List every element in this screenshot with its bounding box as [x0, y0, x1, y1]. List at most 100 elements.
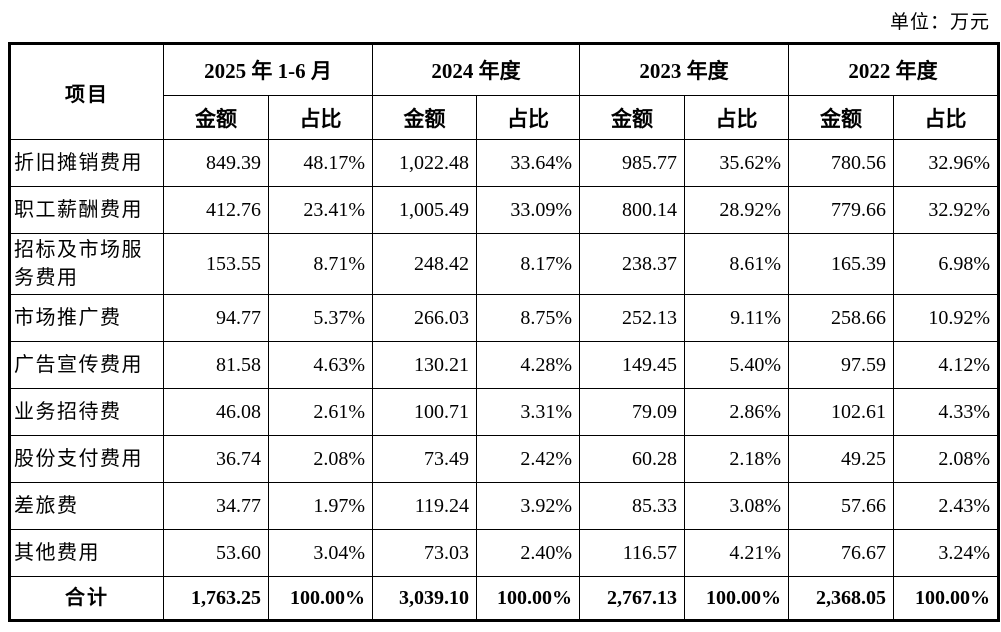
cell-amount: 248.42: [372, 233, 477, 295]
cell-amount: 153.55: [163, 233, 269, 295]
cell-ratio: 4.33%: [893, 388, 999, 436]
cell-ratio: 100.00%: [268, 576, 373, 621]
cell-amount: 985.77: [579, 139, 685, 187]
cell-amount: 94.77: [163, 294, 269, 342]
header-ratio: 占比: [893, 95, 999, 140]
cell-ratio: 2.86%: [684, 388, 789, 436]
cell-ratio: 2.08%: [268, 435, 373, 483]
cell-amount: 3,039.10: [372, 576, 477, 621]
cell-ratio: 33.09%: [476, 186, 580, 234]
row-label: 职工薪酬费用: [9, 186, 164, 234]
cell-ratio: 3.24%: [893, 529, 999, 577]
cell-amount: 849.39: [163, 139, 269, 187]
cell-ratio: 9.11%: [684, 294, 789, 342]
cell-amount: 780.56: [788, 139, 894, 187]
cell-amount: 1,022.48: [372, 139, 477, 187]
header-ratio: 占比: [684, 95, 789, 140]
cell-amount: 800.14: [579, 186, 685, 234]
header-ratio: 占比: [476, 95, 580, 140]
cell-ratio: 100.00%: [476, 576, 580, 621]
table-row: 业务招待费 46.08 2.61% 100.71 3.31% 79.09 2.86% 102.…: [9, 388, 999, 436]
header-period-2024: 2024 年度: [372, 43, 580, 96]
cell-amount: 81.58: [163, 341, 269, 389]
cell-ratio: 2.43%: [893, 482, 999, 530]
header-item: 项目: [9, 43, 164, 140]
cell-ratio: 2.61%: [268, 388, 373, 436]
cell-amount: 266.03: [372, 294, 477, 342]
cell-ratio: 100.00%: [893, 576, 999, 621]
header-amount: 金额: [579, 95, 685, 140]
header-period-2023: 2023 年度: [579, 43, 789, 96]
cell-ratio: 1.97%: [268, 482, 373, 530]
cell-ratio: 5.37%: [268, 294, 373, 342]
cell-amount: 79.09: [579, 388, 685, 436]
expense-table: 项目 2025 年 1-6 月 2024 年度 2023 年度 2022 年度 …: [8, 42, 1000, 622]
cell-ratio: 3.31%: [476, 388, 580, 436]
cell-amount: 252.13: [579, 294, 685, 342]
cell-amount: 97.59: [788, 341, 894, 389]
table-row: 其他费用 53.60 3.04% 73.03 2.40% 116.57 4.21% 76.67…: [9, 529, 999, 577]
cell-ratio: 4.21%: [684, 529, 789, 577]
row-label: 差旅费: [9, 482, 164, 530]
cell-amount: 258.66: [788, 294, 894, 342]
row-label: 业务招待费: [9, 388, 164, 436]
cell-ratio: 4.12%: [893, 341, 999, 389]
cell-ratio: 35.62%: [684, 139, 789, 187]
row-label: 招标及市场服务费用: [9, 233, 164, 295]
cell-ratio: 48.17%: [268, 139, 373, 187]
cell-ratio: 100.00%: [684, 576, 789, 621]
cell-amount: 76.67: [788, 529, 894, 577]
table-row: 广告宣传费用 81.58 4.63% 130.21 4.28% 149.45 5.40% 97…: [9, 341, 999, 389]
table-header: 项目 2025 年 1-6 月 2024 年度 2023 年度 2022 年度 …: [9, 43, 999, 140]
cell-ratio: 10.92%: [893, 294, 999, 342]
cell-ratio: 6.98%: [893, 233, 999, 295]
cell-amount: 57.66: [788, 482, 894, 530]
header-amount: 金额: [788, 95, 894, 140]
table-body: 折旧摊销费用 849.39 48.17% 1,022.48 33.64% 985.77 35…: [9, 139, 999, 621]
cell-amount: 46.08: [163, 388, 269, 436]
cell-ratio: 2.18%: [684, 435, 789, 483]
cell-amount: 149.45: [579, 341, 685, 389]
cell-ratio: 33.64%: [476, 139, 580, 187]
total-row: 合计 1,763.25 100.00% 3,039.10 100.00% 2,767.13…: [9, 576, 999, 621]
cell-ratio: 23.41%: [268, 186, 373, 234]
cell-ratio: 3.08%: [684, 482, 789, 530]
table-row: 差旅费 34.77 1.97% 119.24 3.92% 85.33 3.08% 57.66 2…: [9, 482, 999, 530]
header-amount: 金额: [163, 95, 269, 140]
cell-amount: 119.24: [372, 482, 477, 530]
cell-ratio: 32.92%: [893, 186, 999, 234]
cell-ratio: 2.08%: [893, 435, 999, 483]
cell-ratio: 8.61%: [684, 233, 789, 295]
cell-amount: 53.60: [163, 529, 269, 577]
cell-amount: 1,763.25: [163, 576, 269, 621]
cell-ratio: 5.40%: [684, 341, 789, 389]
cell-amount: 85.33: [579, 482, 685, 530]
cell-amount: 102.61: [788, 388, 894, 436]
cell-amount: 165.39: [788, 233, 894, 295]
cell-ratio: 3.04%: [268, 529, 373, 577]
cell-ratio: 4.28%: [476, 341, 580, 389]
header-period-2025: 2025 年 1-6 月: [163, 43, 373, 96]
cell-amount: 412.76: [163, 186, 269, 234]
table-row: 招标及市场服务费用 153.55 8.71% 248.42 8.17% 238.37 8.6…: [9, 233, 999, 295]
table-row: 市场推广费 94.77 5.37% 266.03 8.75% 252.13 9.11% 258…: [9, 294, 999, 342]
cell-amount: 60.28: [579, 435, 685, 483]
cell-ratio: 2.40%: [476, 529, 580, 577]
cell-ratio: 8.17%: [476, 233, 580, 295]
cell-ratio: 28.92%: [684, 186, 789, 234]
cell-ratio: 2.42%: [476, 435, 580, 483]
cell-amount: 116.57: [579, 529, 685, 577]
cell-amount: 49.25: [788, 435, 894, 483]
cell-ratio: 8.71%: [268, 233, 373, 295]
unit-label: 单位：万元: [889, 12, 990, 33]
cell-amount: 2,368.05: [788, 576, 894, 621]
cell-ratio: 8.75%: [476, 294, 580, 342]
cell-ratio: 3.92%: [476, 482, 580, 530]
cell-ratio: 32.96%: [893, 139, 999, 187]
table-row: 折旧摊销费用 849.39 48.17% 1,022.48 33.64% 985.77 35…: [9, 139, 999, 187]
cell-ratio: 4.63%: [268, 341, 373, 389]
table-row: 职工薪酬费用 412.76 23.41% 1,005.49 33.09% 800.14 28…: [9, 186, 999, 234]
table-row: 股份支付费用 36.74 2.08% 73.49 2.42% 60.28 2.18% 49.2…: [9, 435, 999, 483]
header-ratio: 占比: [268, 95, 373, 140]
